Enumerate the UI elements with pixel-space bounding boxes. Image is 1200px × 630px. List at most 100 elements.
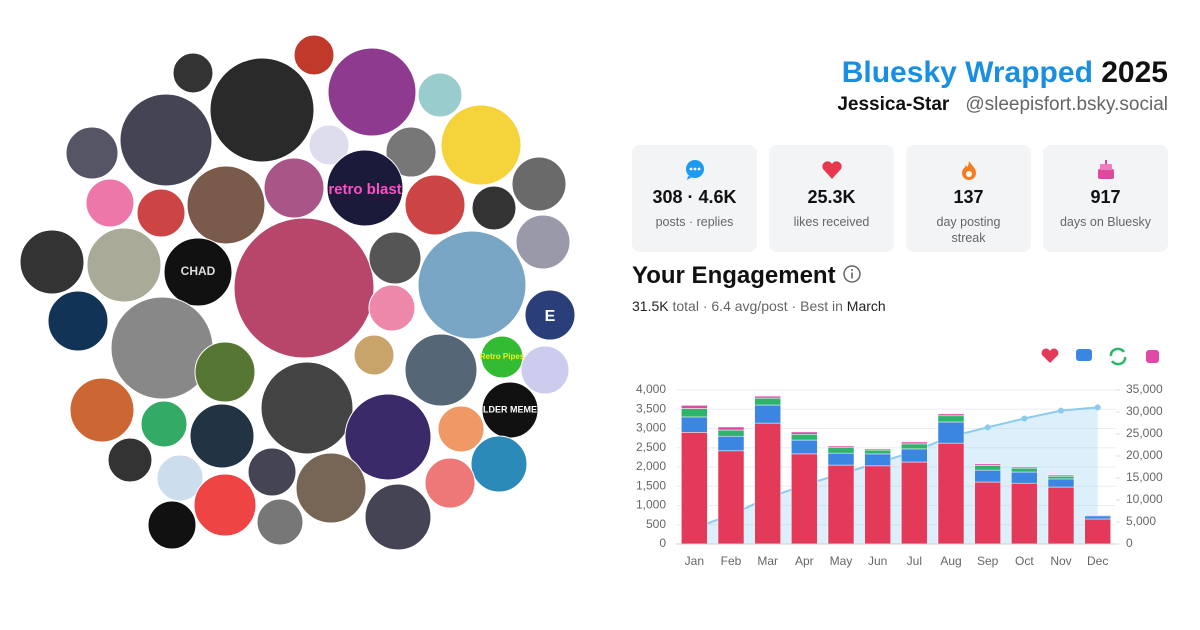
area-point xyxy=(1021,415,1028,422)
bar-segment xyxy=(681,405,708,409)
avatar xyxy=(140,400,188,448)
avatar-text: ELDER MEMES xyxy=(477,404,543,414)
y2-tick-label: 15,000 xyxy=(1126,470,1163,484)
avatar xyxy=(19,229,85,295)
x-tick-label: Jan xyxy=(685,554,704,568)
avatar xyxy=(47,290,109,352)
x-tick-label: Jun xyxy=(868,554,887,568)
bar-segment xyxy=(974,465,1001,471)
y2-tick-label: 5,000 xyxy=(1126,514,1156,528)
bar-segment xyxy=(974,463,1001,466)
bar-segment xyxy=(717,450,745,545)
user: Jessica-Star @sleepisfort.bsky.social xyxy=(837,94,1168,116)
bar-segment xyxy=(717,426,745,431)
y-tick-label: 4,000 xyxy=(636,382,666,396)
y-tick-label: 3,000 xyxy=(636,421,666,435)
bar-segment xyxy=(754,397,781,406)
icon xyxy=(685,160,704,180)
bar-segment xyxy=(864,465,891,545)
legend-icon[interactable] xyxy=(1146,350,1159,363)
avatar-text: Retro Pipes xyxy=(480,352,525,361)
bar-segment xyxy=(937,421,965,444)
y2-tick-label: 10,000 xyxy=(1126,492,1163,506)
avatar xyxy=(424,457,476,509)
avatar xyxy=(156,454,204,502)
bar-segment xyxy=(974,469,1001,483)
avatar xyxy=(385,126,437,178)
bar-segment xyxy=(937,415,965,423)
icon xyxy=(961,161,976,180)
bar-segment xyxy=(901,443,928,450)
bar-segment xyxy=(937,442,965,545)
bar-segment xyxy=(827,452,855,466)
avatar xyxy=(511,156,567,212)
legend-icon[interactable] xyxy=(1076,349,1092,361)
avatar xyxy=(193,473,257,537)
avatar xyxy=(520,345,570,395)
bar-segment xyxy=(1011,471,1038,484)
avatar xyxy=(470,435,528,493)
avatar xyxy=(404,333,478,407)
year: 2025 xyxy=(1101,56,1168,89)
avatar xyxy=(69,377,135,443)
avatar xyxy=(295,452,367,524)
info-icon[interactable] xyxy=(842,264,862,284)
stat-card: 137 day posting streak xyxy=(906,145,1031,252)
avatar xyxy=(404,174,466,236)
avatar xyxy=(293,34,335,76)
avatar xyxy=(186,165,266,245)
bar-segment xyxy=(827,464,855,545)
y2-tick-label: 0 xyxy=(1126,536,1133,550)
bar-segment xyxy=(937,413,965,417)
avatar xyxy=(326,149,404,227)
y-tick-label: 1,500 xyxy=(636,478,666,492)
avatar xyxy=(260,361,354,455)
stat-label: posts · replies xyxy=(655,215,734,229)
stat-value: 25.3K xyxy=(807,187,856,207)
bar-segment xyxy=(864,453,891,467)
avatar xyxy=(247,447,297,497)
bar-segment xyxy=(864,449,891,455)
y2-tick-label: 25,000 xyxy=(1126,426,1163,440)
avatar xyxy=(189,403,255,469)
icon xyxy=(821,161,842,179)
bar-segment xyxy=(681,416,708,433)
bar-segment xyxy=(901,448,928,463)
x-tick-label: Apr xyxy=(795,554,814,568)
avatar-text: CHAD xyxy=(181,264,216,278)
legend-icon[interactable] xyxy=(1041,348,1059,363)
avatar xyxy=(440,104,522,186)
x-tick-label: Dec xyxy=(1087,554,1108,568)
avatar xyxy=(344,393,432,481)
bar-segment xyxy=(1047,474,1075,477)
legend-icon[interactable] xyxy=(1109,347,1127,366)
stat-card: 917 days on Bluesky xyxy=(1043,145,1168,252)
stat-card: 308 · 4.6K posts · replies xyxy=(632,145,757,252)
handle: @sleepisfort.bsky.social xyxy=(965,94,1168,115)
display-name: Jessica-Star xyxy=(837,94,950,115)
bar-segment xyxy=(1084,514,1111,517)
y-tick-label: 2,500 xyxy=(636,440,666,454)
bar-segment xyxy=(754,404,781,424)
avatar xyxy=(107,437,153,483)
stat-value: 137 xyxy=(953,187,984,207)
avatar-text: retro blast xyxy=(328,181,401,198)
bar-segment xyxy=(791,453,818,545)
bar-segment xyxy=(754,422,781,545)
stat-value: 917 xyxy=(1090,187,1121,207)
x-tick-label: Feb xyxy=(721,554,742,568)
avatar xyxy=(194,341,256,403)
bar-segment xyxy=(717,435,745,452)
bar-segment xyxy=(681,432,708,545)
bar-segment xyxy=(1011,466,1038,469)
avatar xyxy=(327,47,417,137)
stat-label: likes received xyxy=(793,215,870,229)
x-tick-label: May xyxy=(830,554,853,568)
bar-segment xyxy=(864,448,891,451)
x-tick-label: Mar xyxy=(757,554,778,568)
bar-segment xyxy=(901,461,928,545)
y-tick-label: 1,000 xyxy=(636,498,666,512)
y2-tick-label: 20,000 xyxy=(1126,448,1163,462)
